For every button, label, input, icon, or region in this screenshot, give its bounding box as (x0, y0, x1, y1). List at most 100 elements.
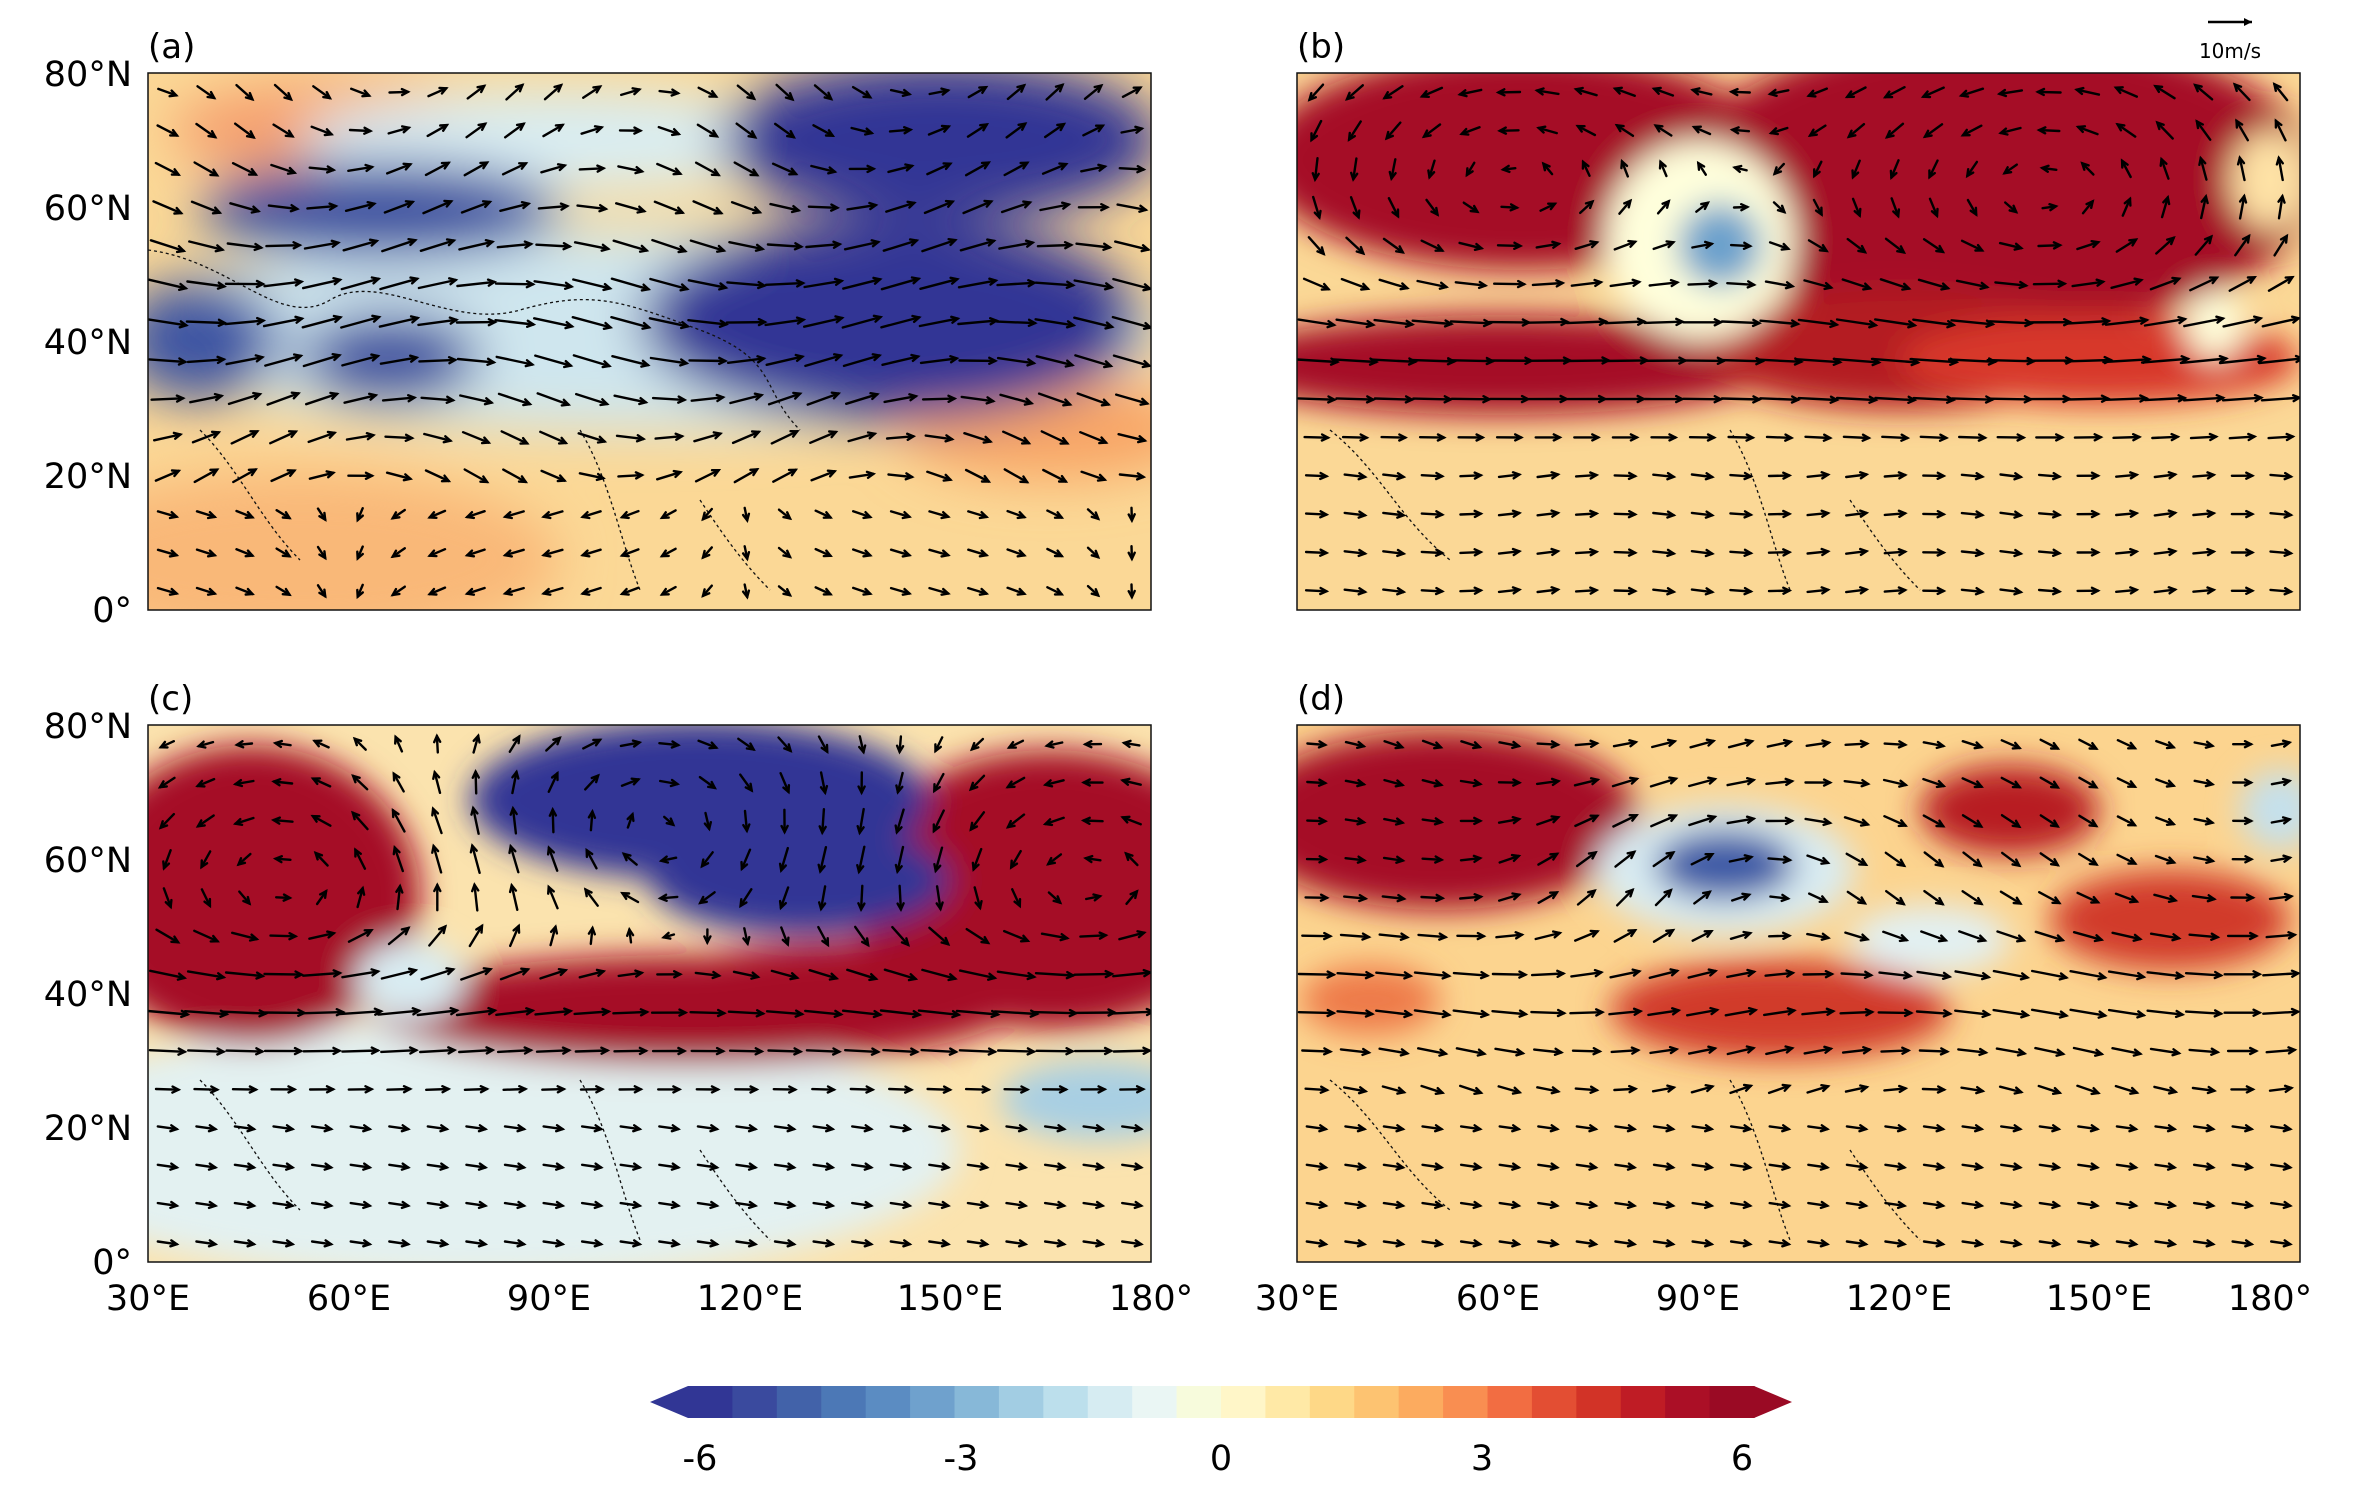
wind-vector-head (744, 782, 754, 793)
wind-vector-head (1016, 587, 1027, 596)
wind-vector-head (1844, 90, 1856, 99)
wind-vector-head (1790, 395, 1801, 404)
wind-vector-head (934, 743, 942, 754)
wind-vector (1082, 1201, 1104, 1208)
wind-vector-head (661, 931, 672, 940)
wind-vector-head (1511, 1200, 1522, 1210)
wind-vector (1922, 741, 1945, 748)
wind-vector (1498, 741, 1521, 748)
colorbar-cell (1398, 1386, 1444, 1418)
wind-vector-head (292, 241, 303, 250)
wind-vector (1422, 123, 1442, 138)
wind-vector (349, 1201, 371, 1208)
wind-vector-head (508, 882, 518, 894)
wind-vector-head (2016, 1048, 2028, 1057)
wind-vector-head (908, 393, 919, 402)
wind-vector-head (1318, 1239, 1329, 1248)
wind-vector (1613, 550, 1637, 554)
wind-vector-head (553, 83, 564, 93)
wind-vector-head (364, 471, 375, 480)
wind-vector (2114, 512, 2138, 517)
wind-vector (917, 1009, 960, 1016)
wind-vector-head (175, 394, 186, 403)
wind-vector (195, 510, 216, 519)
wind-vector (1947, 358, 1997, 363)
wind-vector-head (2238, 193, 2248, 204)
wind-vector (233, 1201, 256, 1208)
wind-vector-head (1443, 319, 1454, 328)
wind-vector-head (1935, 819, 1946, 828)
colorbar-extend-low (650, 1386, 688, 1418)
wind-vector-head (1859, 818, 1871, 827)
wind-vector (499, 202, 530, 213)
wind-vector (417, 278, 457, 290)
wind-vector (769, 202, 800, 212)
wind-vector (1690, 550, 1714, 555)
wind-vector (1383, 817, 1404, 824)
wind-vector (1045, 83, 1064, 101)
wind-vector (1994, 281, 2028, 287)
colorbar-cell (1265, 1386, 1311, 1418)
panel-b-label: (b) (1297, 27, 1345, 67)
wind-vector (1006, 548, 1026, 557)
wind-vector-head (680, 321, 691, 330)
wind-vector-head (1476, 931, 1487, 941)
wind-vector (736, 84, 756, 100)
wind-vector (845, 393, 879, 405)
wind-vector (1575, 1163, 1598, 1169)
wind-vector (1297, 358, 1339, 364)
wind-vector-head (795, 316, 807, 325)
wind-vector-head (1513, 241, 1524, 251)
wind-vector-head (546, 845, 555, 856)
wind-vector-head (1104, 969, 1115, 979)
wind-vector-head (556, 163, 568, 172)
wind-vector (1652, 473, 1675, 478)
wind-vector-head (1396, 510, 1407, 519)
wind-vector-head (2095, 278, 2106, 287)
wind-vector-head (216, 1047, 227, 1056)
wind-vector (1882, 930, 1908, 942)
wind-vector-head (1136, 435, 1148, 444)
wind-vector (2149, 277, 2181, 291)
wind-vector-head (1782, 586, 1793, 595)
wind-vector-head (486, 357, 497, 366)
wind-vector (186, 1049, 225, 1053)
wind-vector (2036, 90, 2062, 94)
wind-vector-head (2051, 587, 2063, 596)
wind-vector-head (1497, 126, 1508, 135)
wind-vector-head (2171, 276, 2182, 285)
wind-vector (928, 1201, 950, 1208)
wind-vector (1729, 243, 1752, 248)
wind-vector (1958, 930, 1987, 942)
wind-vector-head (1903, 1008, 1914, 1018)
wind-vector (1806, 473, 1830, 478)
wind-vector (773, 1240, 796, 1246)
wind-vector-head (2051, 896, 2062, 905)
wind-vector (347, 929, 373, 943)
wind-vector-head (701, 511, 711, 522)
wind-vector (1459, 550, 1483, 555)
wind-vector (350, 87, 371, 97)
wind-vector (1966, 160, 1979, 178)
wind-vector-head (1318, 1200, 1329, 1210)
wind-vector-head (1399, 282, 1410, 291)
wind-vector-head (559, 202, 570, 211)
wind-vector-head (709, 1239, 720, 1248)
wind-vector (1728, 855, 1753, 863)
wind-vector (842, 354, 881, 368)
wind-vector-head (1628, 776, 1640, 785)
wind-vector-head (906, 200, 917, 209)
wind-vector (1387, 196, 1400, 218)
wind-vector-head (951, 1010, 962, 1019)
wind-vector (581, 548, 602, 557)
wind-vector-head (1388, 170, 1397, 182)
wind-vector-head (1129, 889, 1139, 900)
wind-vector-head (634, 471, 645, 480)
wind-vector (773, 1125, 796, 1131)
wind-vector (1890, 197, 1900, 218)
wind-vector-head (209, 934, 220, 943)
wind-vector (1649, 777, 1678, 788)
colorbar-cell (688, 1386, 734, 1418)
wind-vector-head (979, 1239, 990, 1248)
wind-vector-head (823, 91, 834, 101)
